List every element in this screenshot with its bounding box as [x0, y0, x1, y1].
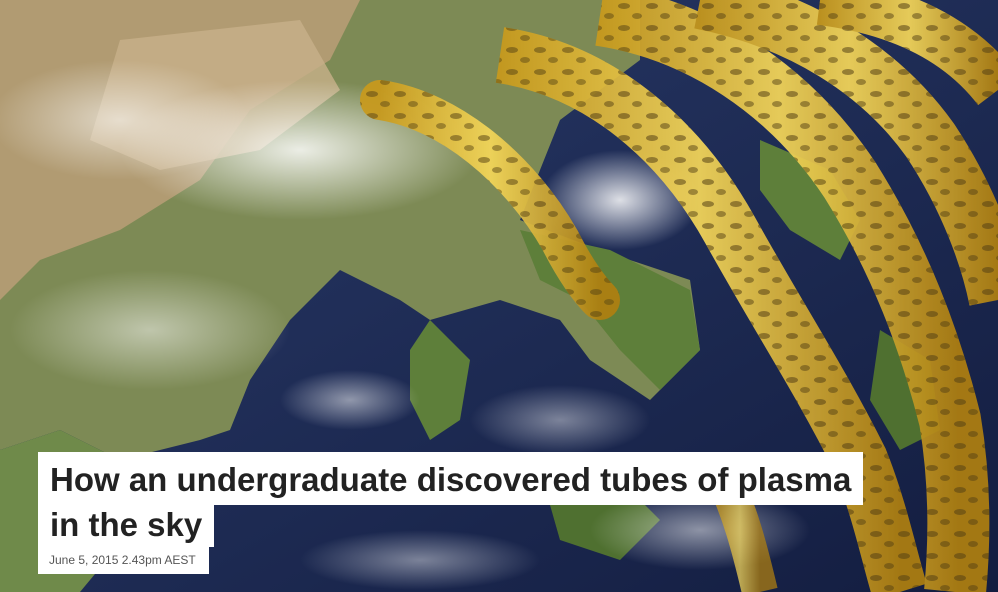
article-title-line-2[interactable]: in the sky — [38, 505, 215, 547]
article-title-line-1[interactable]: How an undergraduate discovered tubes of… — [38, 452, 864, 505]
article-caption: How an undergraduate discovered tubes of… — [38, 452, 864, 574]
publish-date: June 5, 2015 2.43pm AEST — [38, 547, 209, 574]
